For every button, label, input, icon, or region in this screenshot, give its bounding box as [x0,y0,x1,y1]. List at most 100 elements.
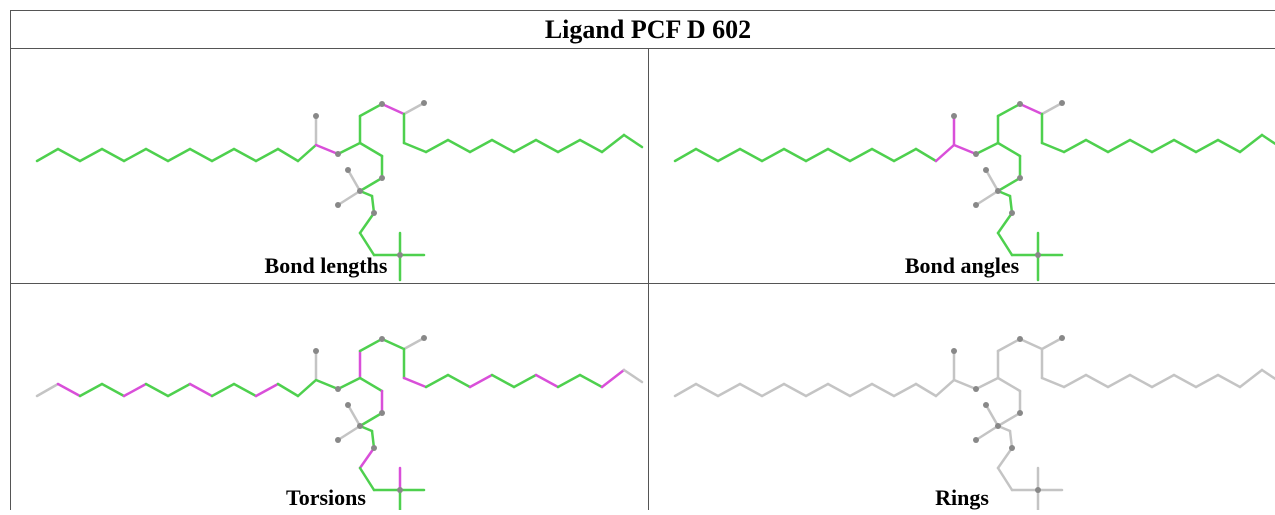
bond [1042,103,1062,114]
bond [580,375,602,387]
bond [278,149,298,161]
bond [470,140,492,152]
atom [1017,336,1023,342]
atom [951,113,957,119]
bond [102,384,124,396]
bond [602,135,624,152]
atom [335,386,341,392]
bond [954,145,976,154]
bond [298,145,316,161]
bond [404,143,426,152]
bond [916,384,936,396]
bond [234,149,256,161]
table-title: Ligand PCF D 602 [545,15,751,44]
bond [558,140,580,152]
atom [983,167,989,173]
bond [426,140,448,152]
bond [360,213,374,233]
bond [514,375,536,387]
atom [1017,410,1023,416]
atom [379,336,385,342]
atom [345,167,351,173]
bond [894,149,916,161]
bond [1086,375,1108,387]
bond [80,149,102,161]
bond [514,140,536,152]
atom [379,410,385,416]
bond [1174,375,1196,387]
atom [1059,335,1065,341]
bond [37,149,58,161]
bond [998,339,1020,351]
bond [338,191,360,205]
bond [976,426,998,440]
bond [998,378,1020,391]
bond [916,149,936,161]
atom [1017,175,1023,181]
bond [828,384,850,396]
atom [973,151,979,157]
bond [696,384,718,396]
bond [624,370,642,382]
bond [212,384,234,396]
atom [973,437,979,443]
bond [1064,140,1086,152]
bond [998,233,1012,255]
bond [998,143,1020,156]
bond [1130,375,1152,387]
atom [973,202,979,208]
bond [146,384,168,396]
bond [190,384,212,396]
bond [718,384,740,396]
bond [234,384,256,396]
bond [998,448,1012,468]
atom [335,202,341,208]
bond [696,149,718,161]
atom [357,188,363,194]
bond [998,104,1020,116]
bond [58,149,80,161]
bond [360,413,382,426]
bond [1042,378,1064,387]
bond [762,149,784,161]
bond [602,370,624,387]
bond [492,140,514,152]
bond [976,378,998,389]
bond [168,384,190,396]
atom [951,348,957,354]
bond [360,448,374,468]
bond [675,384,696,396]
bond [1218,375,1240,387]
bond [360,178,382,191]
bond [675,149,696,161]
atom [371,445,377,451]
bond [986,170,998,191]
atom [1059,100,1065,106]
atom [995,188,1001,194]
bond [338,378,360,389]
bond [762,384,784,396]
bond [998,468,1012,490]
bond [784,149,806,161]
atom [421,335,427,341]
bond [828,149,850,161]
bond [212,149,234,161]
bond [580,140,602,152]
bond [1108,375,1130,387]
bond [348,405,360,426]
bond [448,375,470,387]
atom [983,402,989,408]
bond [1196,375,1218,387]
atom [379,175,385,181]
atom [357,423,363,429]
bond [360,143,382,156]
bond [168,149,190,161]
bond [404,378,426,387]
bond [1086,140,1108,152]
bond [1218,140,1240,152]
atom [1009,210,1015,216]
atom [995,423,1001,429]
bond [426,375,448,387]
